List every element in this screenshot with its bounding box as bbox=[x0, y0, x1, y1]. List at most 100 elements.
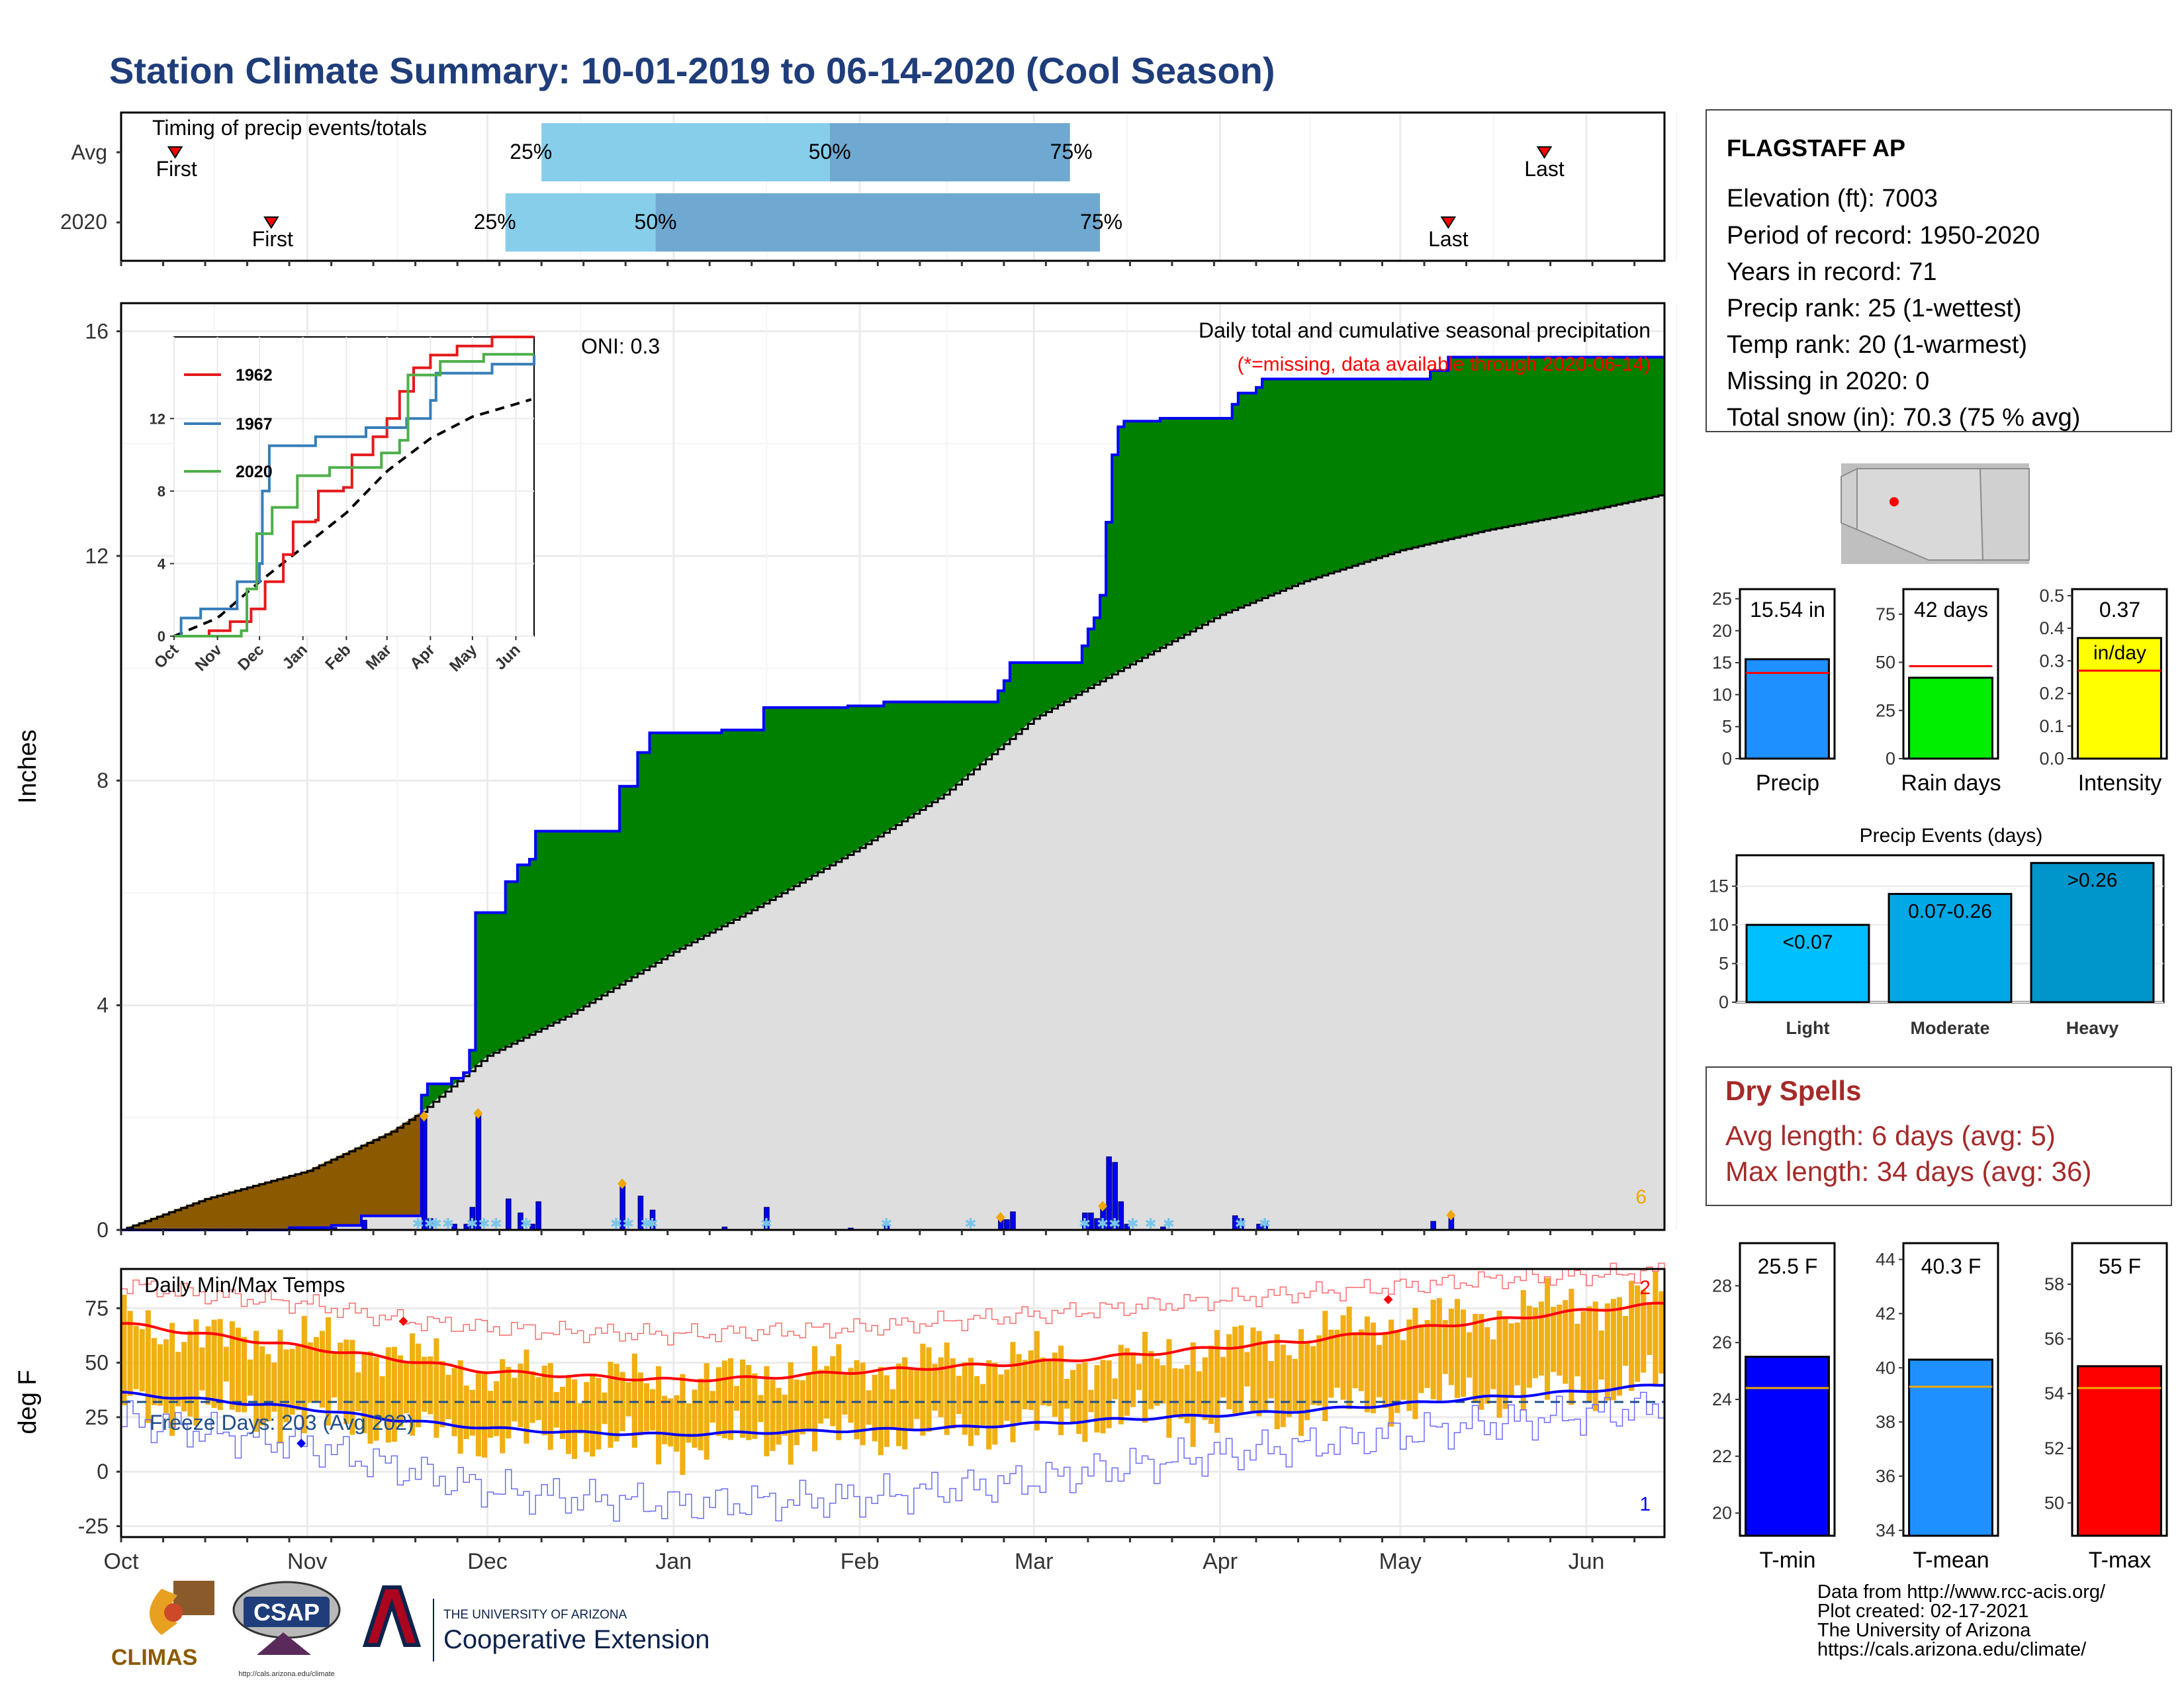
daily-temp-bar bbox=[199, 1347, 205, 1391]
daily-temp-bar bbox=[343, 1339, 349, 1425]
temp-tmax-y-tick: 56 bbox=[2044, 1329, 2064, 1349]
daily-temp-bar bbox=[727, 1358, 734, 1440]
daily-temp-bar bbox=[980, 1383, 986, 1426]
daily-temp-bar bbox=[1551, 1307, 1557, 1372]
daily-temp-bar bbox=[830, 1356, 836, 1427]
daily-temp-bar bbox=[1250, 1327, 1256, 1411]
daily-temp-bar bbox=[662, 1395, 668, 1444]
surplus-slice bbox=[727, 729, 734, 923]
temp-tmean-y-tick: 38 bbox=[1876, 1412, 1895, 1432]
daily-temp-bar bbox=[818, 1370, 824, 1424]
surplus-slice bbox=[1478, 357, 1485, 533]
daily-temp-bar bbox=[1196, 1371, 1202, 1416]
surplus-slice bbox=[1244, 393, 1251, 606]
precip-y-tick: 0 bbox=[97, 1218, 109, 1242]
daily-temp-bar bbox=[313, 1336, 319, 1403]
station-elevation: Elevation (ft): 7003 bbox=[1727, 185, 1938, 212]
surplus-slice bbox=[925, 702, 933, 807]
daily-temp-bar bbox=[1502, 1316, 1508, 1409]
avg-cumulative-line bbox=[121, 494, 1666, 1231]
surplus-slice bbox=[901, 702, 908, 822]
station-name: FLAGSTAFF AP bbox=[1727, 134, 1905, 162]
deficit-slice bbox=[283, 1176, 290, 1231]
credit-line-4: https://cals.arizona.edu/climate/ bbox=[1817, 1639, 2087, 1660]
daily-temp-bar bbox=[457, 1360, 463, 1454]
daily-temp-bar bbox=[1214, 1330, 1220, 1433]
deficit-slice bbox=[337, 1154, 344, 1226]
surplus-slice bbox=[541, 831, 548, 1029]
summary-precip-y-tick: 20 bbox=[1712, 621, 1732, 641]
daily-temp-bar bbox=[1136, 1364, 1142, 1390]
credit-line-3: The University of Arizona bbox=[1817, 1620, 2031, 1641]
page-title: Station Climate Summary: 10-01-2019 to 0… bbox=[109, 50, 1275, 91]
daily-temp-bar bbox=[938, 1357, 944, 1417]
surplus-slice bbox=[1532, 357, 1539, 522]
record-min-line bbox=[121, 1391, 1665, 1522]
daily-max-marker bbox=[617, 1178, 627, 1190]
daily-temp-bar bbox=[559, 1387, 565, 1439]
inset-y-tick: 8 bbox=[158, 483, 165, 500]
surplus-slice bbox=[493, 912, 500, 1053]
temp-tmax-y-tick: 58 bbox=[2044, 1274, 2064, 1294]
daily-temp-bar bbox=[902, 1357, 908, 1450]
daily-temp-bar bbox=[1268, 1361, 1274, 1399]
surplus-slice bbox=[962, 702, 968, 780]
daily-temp-bar bbox=[1508, 1323, 1514, 1397]
surplus-slice bbox=[1598, 357, 1605, 509]
daily-temp-bar bbox=[625, 1382, 631, 1417]
month-tick-label: Dec bbox=[467, 1549, 507, 1574]
surplus-slice bbox=[655, 732, 662, 964]
snow-day-marker: ✱ bbox=[964, 1215, 976, 1232]
daily-temp-bar bbox=[740, 1359, 746, 1438]
summary-rain-days-y-tick: 0 bbox=[1886, 749, 1895, 769]
daily-temp-bar bbox=[709, 1391, 715, 1423]
surplus-slice bbox=[1351, 379, 1359, 567]
deficit-slice bbox=[277, 1177, 284, 1231]
daily-temp-bar bbox=[403, 1362, 410, 1413]
daily-temp-bar bbox=[1436, 1298, 1442, 1401]
daily-temp-bar bbox=[1286, 1355, 1292, 1417]
surplus-slice bbox=[625, 786, 632, 982]
temp-y-label: deg F bbox=[14, 1370, 42, 1434]
surplus-slice bbox=[745, 729, 752, 914]
daily-temp-bar bbox=[1094, 1365, 1100, 1433]
daily-temp-bar bbox=[1424, 1320, 1430, 1388]
timing-first-marker-0 bbox=[167, 146, 183, 159]
daily-temp-bar bbox=[1490, 1339, 1496, 1389]
surplus-slice bbox=[1273, 379, 1281, 594]
surplus-slice bbox=[1189, 418, 1197, 632]
daily-temp-bar bbox=[1298, 1329, 1304, 1436]
surplus-slice bbox=[763, 707, 770, 904]
daily-temp-bar bbox=[896, 1363, 902, 1446]
credit-line-2: Plot created: 02-17-2021 bbox=[1817, 1601, 2028, 1622]
daily-temp-bar bbox=[962, 1362, 968, 1435]
ua-line1: THE UNIVERSITY OF ARIZONA bbox=[443, 1608, 627, 1622]
surplus-slice bbox=[919, 702, 927, 811]
summary-rain-days-bar bbox=[1908, 677, 1993, 760]
daily-temp-bar bbox=[799, 1380, 805, 1434]
deficit-slice bbox=[331, 1156, 338, 1226]
daily-temp-bar bbox=[163, 1339, 169, 1414]
precip-missing-note: (*=missing, data available through 2020-… bbox=[1237, 353, 1651, 375]
daily-temp-bar bbox=[1304, 1342, 1310, 1421]
snow-day-marker: ✱ bbox=[1097, 1215, 1109, 1232]
daily-temp-bar bbox=[878, 1366, 884, 1456]
timing-first-label-0: First bbox=[156, 157, 197, 181]
surplus-slice bbox=[968, 702, 974, 775]
daily-temp-bar bbox=[992, 1362, 998, 1445]
snow-day-marker: ✱ bbox=[466, 1215, 478, 1232]
temp-tmin-y-tick: 22 bbox=[1712, 1446, 1732, 1466]
daily-temp-bar bbox=[265, 1354, 271, 1422]
surplus-slice bbox=[547, 831, 554, 1026]
daily-temp-bar bbox=[1514, 1322, 1520, 1385]
surplus-slice bbox=[1280, 379, 1287, 591]
temp-y-tick: 0 bbox=[97, 1460, 109, 1483]
surplus-slice bbox=[817, 707, 824, 873]
daily-temp-bar bbox=[721, 1360, 727, 1438]
deficit-slice bbox=[259, 1182, 266, 1231]
surplus-slice bbox=[523, 865, 530, 1039]
surplus-slice bbox=[1562, 357, 1569, 516]
station-precip-rank: Precip rank: 25 (1-wettest) bbox=[1727, 295, 2022, 322]
timing-q2-bar-1 bbox=[655, 193, 1101, 252]
daily-temp-bar bbox=[205, 1326, 211, 1405]
